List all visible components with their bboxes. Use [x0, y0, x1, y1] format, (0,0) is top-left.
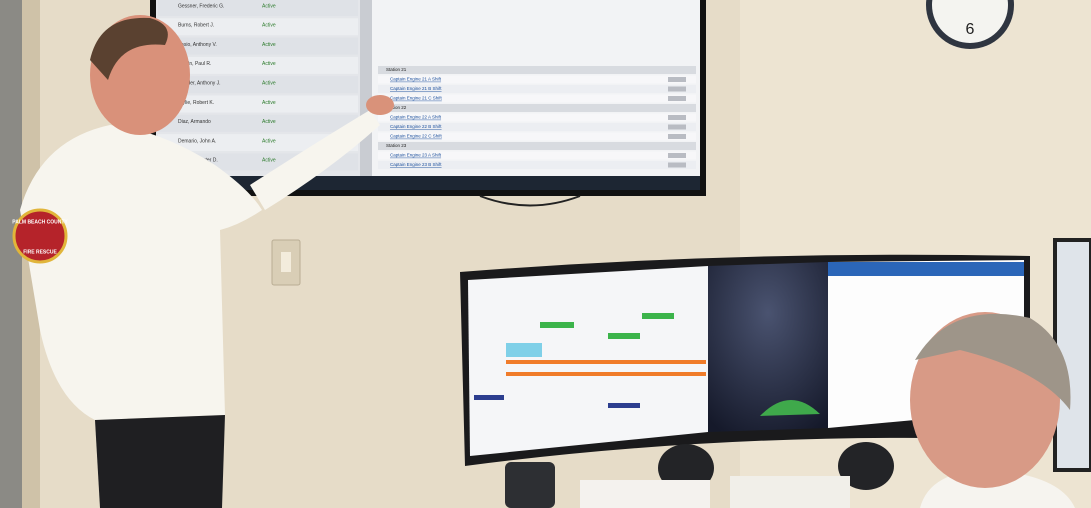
roster-name: Ozolin, Paul R.	[178, 61, 211, 67]
position-link: Captain Engine 22 A Shift	[390, 115, 442, 120]
roster-row	[158, 76, 358, 94]
roster-status: Active	[262, 81, 276, 87]
roster-row	[158, 0, 358, 16]
roster-row	[158, 37, 358, 55]
station-row	[378, 113, 696, 122]
roster-status: Active	[262, 23, 276, 29]
event	[540, 322, 574, 328]
position-link: Captain Engine 22 C Shift	[390, 134, 443, 139]
roster-status: Active	[262, 42, 276, 48]
station-row	[378, 151, 696, 160]
raised-arm	[250, 110, 380, 210]
roster-name: Fasio, Anthony V.	[178, 42, 217, 48]
station-heading: Station 23	[386, 143, 407, 148]
status-chip	[668, 162, 686, 168]
mug	[505, 462, 555, 508]
station-row	[378, 161, 696, 169]
status-chip	[668, 115, 686, 120]
desktop-wallpaper	[708, 262, 828, 432]
position-link: Captain Engine 23 B Shift	[390, 162, 442, 167]
roster-name: Diaz, Armando	[178, 119, 211, 125]
event	[642, 313, 674, 319]
station-heading: Station 21	[386, 67, 407, 72]
papers	[580, 480, 710, 508]
status-chip	[668, 153, 686, 158]
seated-hair	[915, 313, 1071, 410]
station-row	[378, 75, 696, 84]
hair	[90, 17, 168, 80]
roster-name: Demario, John A.	[178, 138, 216, 144]
position-link: Captain Engine 21 B Shift	[390, 86, 442, 91]
position-link: Captain Engine 23 A Shift	[390, 153, 442, 158]
station-row	[378, 132, 696, 141]
event	[506, 360, 706, 364]
roster-name: Wylie, Robert K.	[178, 100, 214, 106]
uniform-shirt	[20, 125, 262, 420]
event	[474, 395, 504, 400]
shoulder-patch	[12, 208, 68, 264]
clock-face	[932, 0, 1008, 43]
station-row	[378, 66, 696, 74]
status-chip	[668, 77, 686, 82]
station-row	[378, 142, 696, 150]
roster-status: Active	[262, 158, 276, 164]
door	[0, 0, 22, 508]
roster-row	[158, 95, 358, 113]
hand	[366, 95, 394, 115]
station-row	[378, 104, 696, 112]
roster-row	[158, 114, 358, 132]
roster-row	[158, 56, 358, 74]
event	[506, 372, 706, 376]
roster-status: Active	[262, 3, 276, 9]
switch-toggle	[281, 252, 291, 272]
email-titlebar	[828, 262, 1024, 276]
tv-cable	[479, 195, 581, 207]
roster-name: Burns, Robert J.	[178, 23, 214, 29]
status-chip	[668, 86, 686, 92]
event	[506, 343, 542, 357]
scrollbar	[360, 0, 372, 176]
patch-text: PALM BEACH COUNTY	[12, 219, 68, 225]
station-row	[378, 123, 696, 131]
roster-status: Active	[262, 138, 276, 144]
position-link: Captain Engine 21 C Shift	[390, 96, 443, 101]
station-heading: Station 22	[386, 105, 407, 110]
status-chip	[668, 134, 686, 139]
roster-row	[158, 18, 358, 36]
roster-status: Active	[262, 119, 276, 125]
papers	[730, 476, 850, 508]
position-link: Captain Engine 21 A Shift	[390, 77, 442, 82]
station-row	[378, 85, 696, 93]
position-link: Captain Engine 22 B Shift	[390, 124, 442, 129]
trousers	[95, 415, 225, 508]
roster-row	[158, 134, 358, 152]
status-chip	[668, 96, 686, 101]
roster-status: Active	[262, 100, 276, 106]
roster-name: Kessler, Anthony J.	[178, 81, 221, 87]
tent	[760, 399, 820, 416]
event	[608, 403, 640, 408]
patch-text: FIRE RESCUE	[23, 249, 57, 255]
roster-name: Gessner, Frederic G.	[178, 3, 224, 9]
roster-status: Active	[262, 61, 276, 67]
status-chip	[668, 124, 686, 130]
speaker	[838, 442, 894, 490]
station-row	[378, 94, 696, 103]
event	[608, 333, 640, 339]
clock-numeral: 6	[966, 21, 975, 38]
